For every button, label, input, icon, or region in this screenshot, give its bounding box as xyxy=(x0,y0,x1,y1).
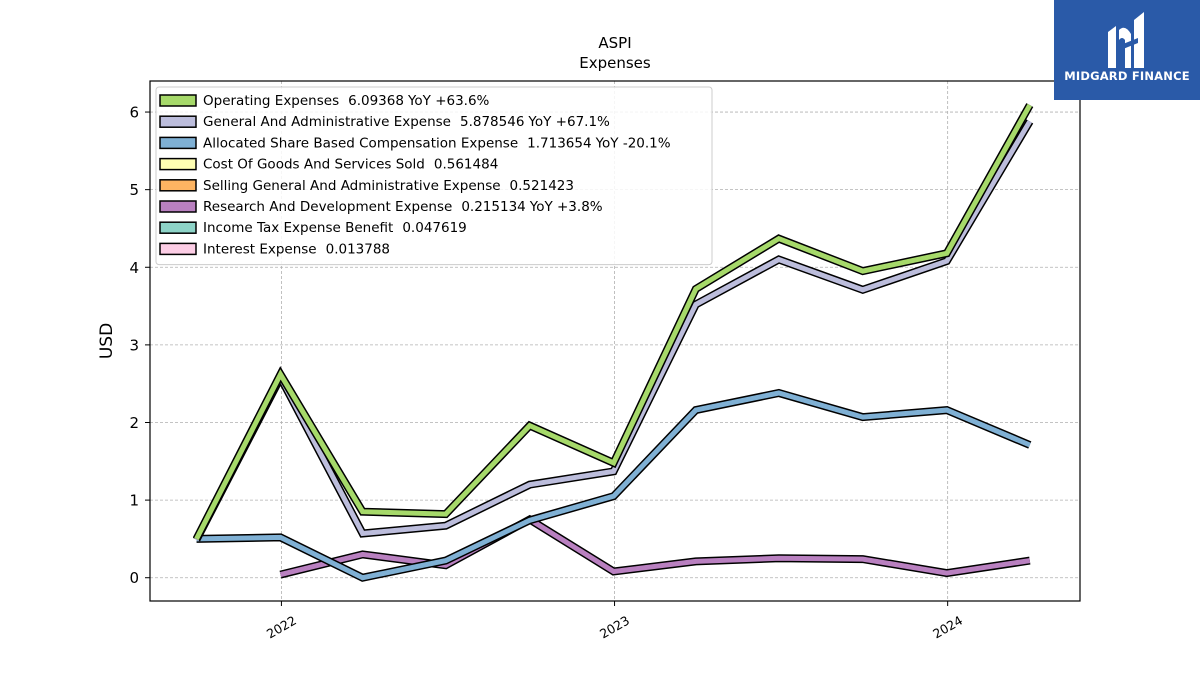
legend-value: 0.013788 xyxy=(326,241,390,257)
series-0 xyxy=(192,103,1034,541)
legend-label: Allocated Share Based Compensation Expen… xyxy=(203,135,671,151)
legend-item: Selling General And Administrative Expen… xyxy=(159,178,574,194)
legend-value: 0.521423 xyxy=(510,178,574,194)
legend-swatch xyxy=(159,136,197,150)
legend-item: Operating Expenses 6.09368 YoY +63.6% xyxy=(159,93,490,109)
legend-yoy: YoY +67.1% xyxy=(527,114,610,130)
legend-swatch xyxy=(159,179,197,192)
y-tick-label: 5 xyxy=(129,181,139,199)
legend-item: General And Administrative Expense 5.8785… xyxy=(159,114,610,130)
y-axis-label: USD xyxy=(97,323,117,359)
legend-label: Interest Expense 0.013788 xyxy=(203,241,390,257)
series-layer xyxy=(192,103,1034,582)
legend-series-name: Research And Development Expense xyxy=(203,199,452,215)
legend-item: Income Tax Expense Benefit 0.047619 xyxy=(159,220,467,236)
logo-mark-icon xyxy=(1108,12,1144,68)
legend-label: Selling General And Administrative Expen… xyxy=(203,178,574,194)
legend-label: Income Tax Expense Benefit 0.047619 xyxy=(203,220,467,236)
legend-series-name: Cost Of Goods And Services Sold xyxy=(203,157,425,173)
legend-item: Allocated Share Based Compensation Expen… xyxy=(159,135,671,151)
x-tick-label: 2022 xyxy=(264,613,299,642)
x-tick-label: 2024 xyxy=(930,613,965,642)
legend-swatch xyxy=(159,221,197,234)
legend-yoy: YoY -20.1% xyxy=(595,135,671,151)
legend-value: 5.878546 xyxy=(460,114,524,130)
legend-item: Cost Of Goods And Services Sold 0.561484 xyxy=(159,157,498,173)
legend-series-name: General And Administrative Expense xyxy=(203,114,451,130)
legend-yoy: YoY +63.6% xyxy=(407,93,490,109)
legend-value: 0.215134 xyxy=(461,199,525,215)
chart-title: ASPI xyxy=(598,34,631,52)
legend-value: 1.713654 xyxy=(527,135,591,151)
x-tick-label: 2023 xyxy=(597,613,632,642)
y-tick-label: 6 xyxy=(129,104,139,122)
legend-swatch xyxy=(159,94,197,107)
series-line xyxy=(196,390,1031,581)
legend-item: Research And Development Expense 0.215134… xyxy=(159,199,603,215)
legend-series-name: Operating Expenses xyxy=(203,93,339,109)
legend-value: 0.561484 xyxy=(434,157,498,173)
legend-label: General And Administrative Expense 5.8785… xyxy=(203,114,610,130)
legend-label: Operating Expenses 6.09368 YoY +63.6% xyxy=(203,93,490,109)
legend-series-name: Selling General And Administrative Expen… xyxy=(203,178,501,194)
legend-series-name: Income Tax Expense Benefit xyxy=(203,220,393,236)
brand-logo: MIDGARD FINANCE xyxy=(1054,0,1200,100)
chart-subtitle: Expenses xyxy=(579,54,651,72)
legend: Operating Expenses 6.09368 YoY +63.6% Gener… xyxy=(155,86,713,266)
y-tick-label: 0 xyxy=(129,569,139,587)
y-tick-label: 1 xyxy=(129,492,139,510)
legend-swatch xyxy=(159,242,197,256)
legend-label: Research And Development Expense 0.215134… xyxy=(203,199,603,215)
legend-box xyxy=(155,86,713,266)
legend-label: Cost Of Goods And Services Sold 0.561484 xyxy=(203,157,498,173)
legend-value: 0.047619 xyxy=(402,220,466,236)
legend-item: Interest Expense 0.013788 xyxy=(159,241,390,257)
y-tick-label: 3 xyxy=(129,336,139,354)
y-tick-label: 2 xyxy=(129,414,139,432)
legend-series-name: Interest Expense xyxy=(203,241,317,257)
legend-swatch xyxy=(159,157,197,171)
legend-swatch xyxy=(159,200,197,213)
legend-yoy: YoY +3.8% xyxy=(529,199,603,215)
y-tick-label: 4 xyxy=(129,259,139,277)
legend-series-name: Allocated Share Based Compensation Expen… xyxy=(203,135,518,151)
series-5 xyxy=(279,514,1031,579)
series-line xyxy=(279,516,1031,578)
legend-value: 6.09368 xyxy=(348,93,404,109)
brand-name: MIDGARD FINANCE xyxy=(1064,69,1190,83)
series-2 xyxy=(196,388,1032,582)
series-1 xyxy=(192,119,1034,542)
series-line-outline xyxy=(196,388,1032,582)
legend-swatch xyxy=(159,115,197,128)
